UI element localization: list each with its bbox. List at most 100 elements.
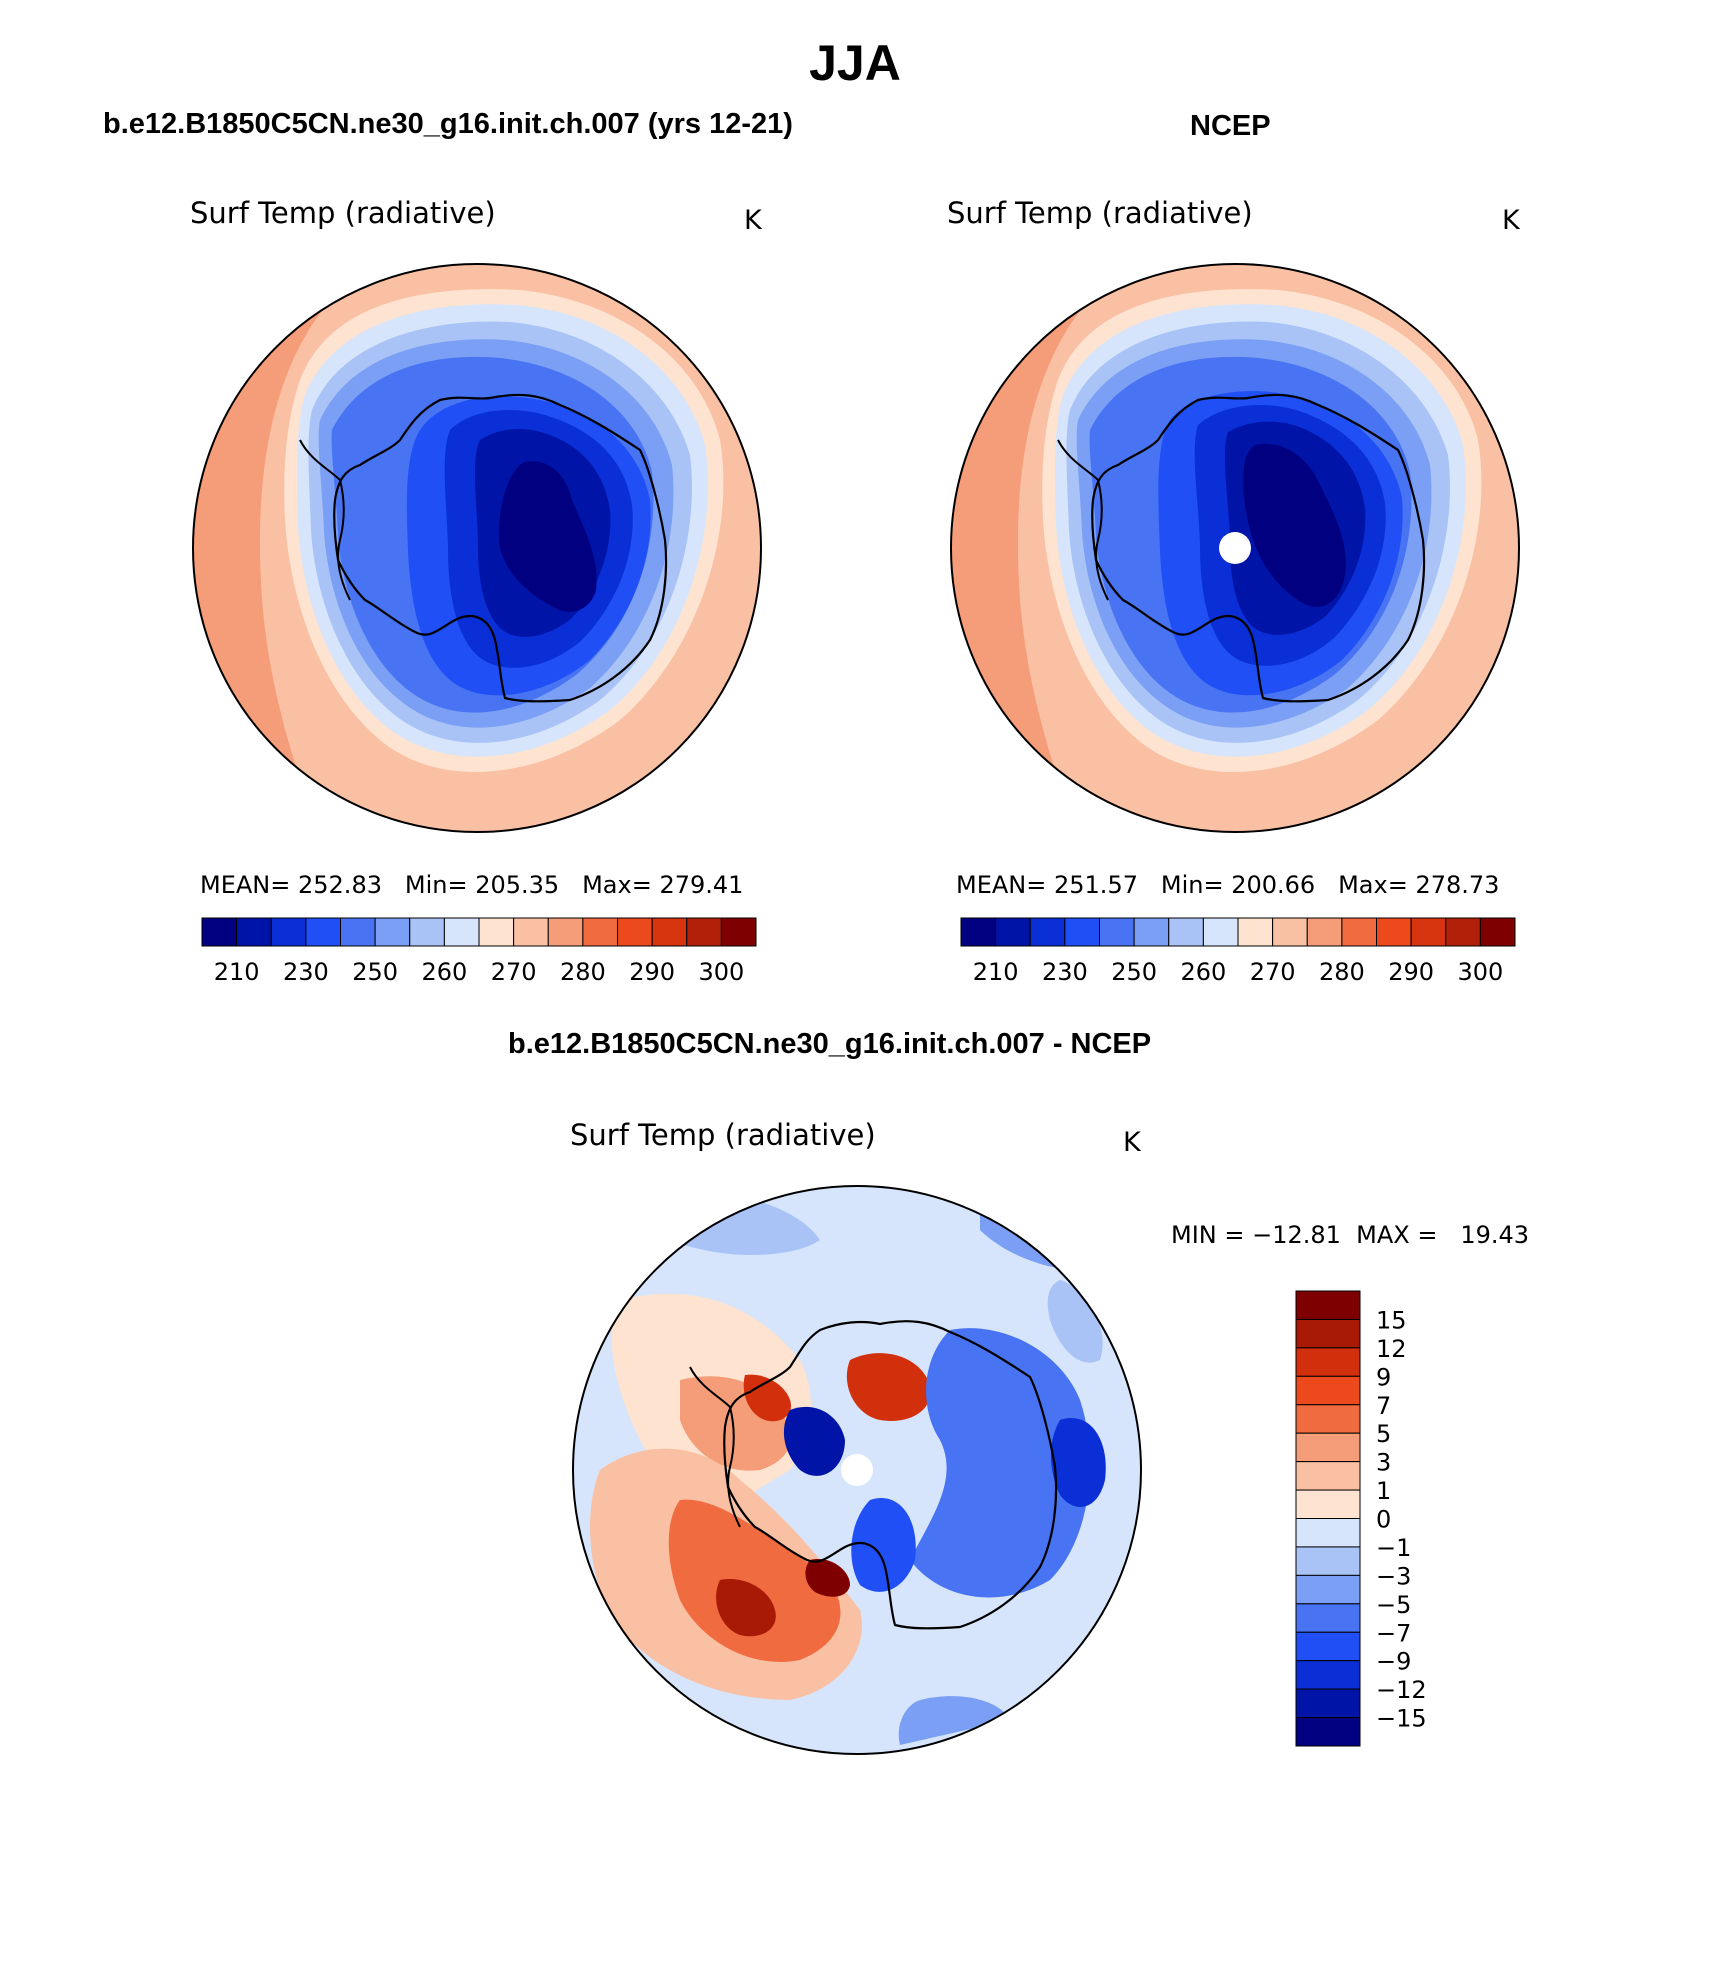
colorbar-swatch xyxy=(201,917,238,947)
colorbar-tick-label: 12 xyxy=(1376,1335,1407,1363)
colorbar-swatch xyxy=(1295,1318,1361,1349)
colorbar-swatch xyxy=(1410,917,1447,947)
max-value: 279.41 xyxy=(659,871,744,899)
diff-positive-region xyxy=(716,1579,776,1637)
map-border-difference xyxy=(572,1185,1142,1755)
colorbar-swatch xyxy=(1295,1347,1361,1377)
colorbar-tick-label: −15 xyxy=(1376,1705,1427,1733)
colorbar-swatch xyxy=(1479,917,1516,947)
colorbar-tick-label: 250 xyxy=(352,958,398,986)
colorbar-swatch xyxy=(305,917,341,947)
peninsula-coastline xyxy=(689,1366,741,1528)
colorbar-swatch xyxy=(1295,1688,1361,1719)
diff-negative-region xyxy=(898,1696,1010,1745)
colorbar-swatch xyxy=(720,917,757,947)
min-label: Min= xyxy=(1160,871,1224,899)
colorbar-swatch xyxy=(1295,1717,1361,1747)
min-value: 200.66 xyxy=(1231,871,1316,899)
variable-label-obs: Surf Temp (radiative) xyxy=(947,196,1253,230)
panel-heading-model: b.e12.B1850C5CN.ne30_g16.init.ch.007 (yr… xyxy=(103,108,793,140)
colorbar-tick-label: 230 xyxy=(1042,958,1088,986)
colorbar-tick-label: 3 xyxy=(1376,1449,1391,1477)
colorbar-swatch xyxy=(1295,1603,1361,1633)
colorbar-swatch xyxy=(1168,917,1204,947)
colorbar-swatch xyxy=(409,917,445,947)
colorbar-swatch xyxy=(1306,917,1343,947)
polar-map-model xyxy=(193,264,761,832)
max-label: Max= xyxy=(582,871,652,899)
map-border-model xyxy=(192,263,762,833)
min-label: Min= xyxy=(404,871,468,899)
units-label-diff: K xyxy=(1123,1127,1141,1158)
colorbar-tick-label: 270 xyxy=(1250,958,1296,986)
colorbar-swatch xyxy=(1295,1546,1361,1576)
figure-title: JJA xyxy=(809,35,901,91)
diff-minmax: MIN = −12.81 MAX = 19.43 xyxy=(1171,1221,1530,1249)
colorbar-swatch xyxy=(270,917,307,947)
colorbar-swatch xyxy=(686,917,722,947)
colorbar-swatch xyxy=(1341,917,1377,947)
colorbar-swatch xyxy=(1295,1574,1361,1605)
colorbar-swatch xyxy=(1295,1375,1361,1406)
panel-heading-obs: NCEP xyxy=(1190,110,1271,142)
colorbar-swatch xyxy=(1445,917,1481,947)
polar-map-obs xyxy=(951,264,1519,832)
colorbar-swatch xyxy=(340,917,376,947)
diff-positive-region xyxy=(743,1374,791,1422)
colorbar-swatch xyxy=(1376,917,1412,947)
difference-heading: b.e12.B1850C5CN.ne30_g16.init.ch.007 - N… xyxy=(508,1028,1152,1060)
variable-label-model: Surf Temp (radiative) xyxy=(190,196,496,230)
stats-model: MEAN= 252.83 Min= 205.35 Max= 279.41 xyxy=(200,871,743,899)
colorbar-tick-label: −9 xyxy=(1376,1648,1411,1676)
diff-negative-region xyxy=(783,1406,845,1476)
diff-positive-region xyxy=(846,1353,931,1421)
colorbar-tick-label: −3 xyxy=(1376,1562,1411,1590)
colorbar-model: 210 230 250 260 270 280 290 300 xyxy=(201,917,757,986)
diff-negative-region xyxy=(910,1328,1090,1598)
diff-negative-region xyxy=(851,1498,916,1592)
colorbar-swatch xyxy=(1272,917,1308,947)
colorbar-tick-label: 280 xyxy=(560,958,606,986)
diff-negative-region xyxy=(1047,1280,1103,1363)
colorbar-tick-label: −12 xyxy=(1376,1676,1427,1704)
mean-label: MEAN= xyxy=(200,871,291,899)
colorbar-swatch xyxy=(1099,917,1135,947)
colorbar-tick-label: 260 xyxy=(1180,958,1226,986)
colorbar-tick-label: 210 xyxy=(973,958,1019,986)
colorbar-swatch xyxy=(1064,917,1100,947)
diff-positive-region xyxy=(668,1499,841,1662)
colorbar-swatch xyxy=(960,917,997,947)
colorbar-swatch xyxy=(1295,1432,1361,1463)
pole-missing-data xyxy=(841,1454,873,1486)
colorbar-swatch xyxy=(1295,1631,1361,1662)
mean-value: 251.57 xyxy=(1054,871,1138,899)
ice-core xyxy=(499,461,597,612)
colorbar-tick-label: 260 xyxy=(421,958,467,986)
colorbar-tick-label: 5 xyxy=(1376,1420,1391,1448)
mean-value: 252.83 xyxy=(298,871,382,899)
colorbar-tick-label: −5 xyxy=(1376,1591,1411,1619)
colorbar-obs: 210 230 250 260 270 280 290 300 xyxy=(960,917,1516,986)
map-border-obs xyxy=(950,263,1520,833)
colorbar-tick-label: 0 xyxy=(1376,1506,1391,1534)
colorbar-swatch xyxy=(236,917,272,947)
colorbar-swatch xyxy=(1295,1290,1361,1320)
max-value: 278.73 xyxy=(1415,871,1500,899)
colorbar-tick-label: 300 xyxy=(1457,958,1503,986)
pole-missing-data xyxy=(1219,532,1251,564)
colorbar-swatch xyxy=(1237,917,1274,947)
colorbar-swatch xyxy=(374,917,411,947)
colorbar-tick-label: 270 xyxy=(491,958,537,986)
max-label: Max= xyxy=(1338,871,1408,899)
antarctica-coastline xyxy=(333,393,668,703)
variable-label-diff: Surf Temp (radiative) xyxy=(570,1118,876,1152)
diff-negative-region xyxy=(1051,1418,1106,1507)
colorbar-swatch xyxy=(1295,1404,1361,1434)
colorbar-swatch xyxy=(513,917,549,947)
colorbar-swatch xyxy=(1029,917,1066,947)
colorbar-tick-label: 7 xyxy=(1376,1392,1391,1420)
colorbar-tick-label: 1 xyxy=(1376,1477,1391,1505)
colorbar-swatch xyxy=(1295,1489,1361,1519)
